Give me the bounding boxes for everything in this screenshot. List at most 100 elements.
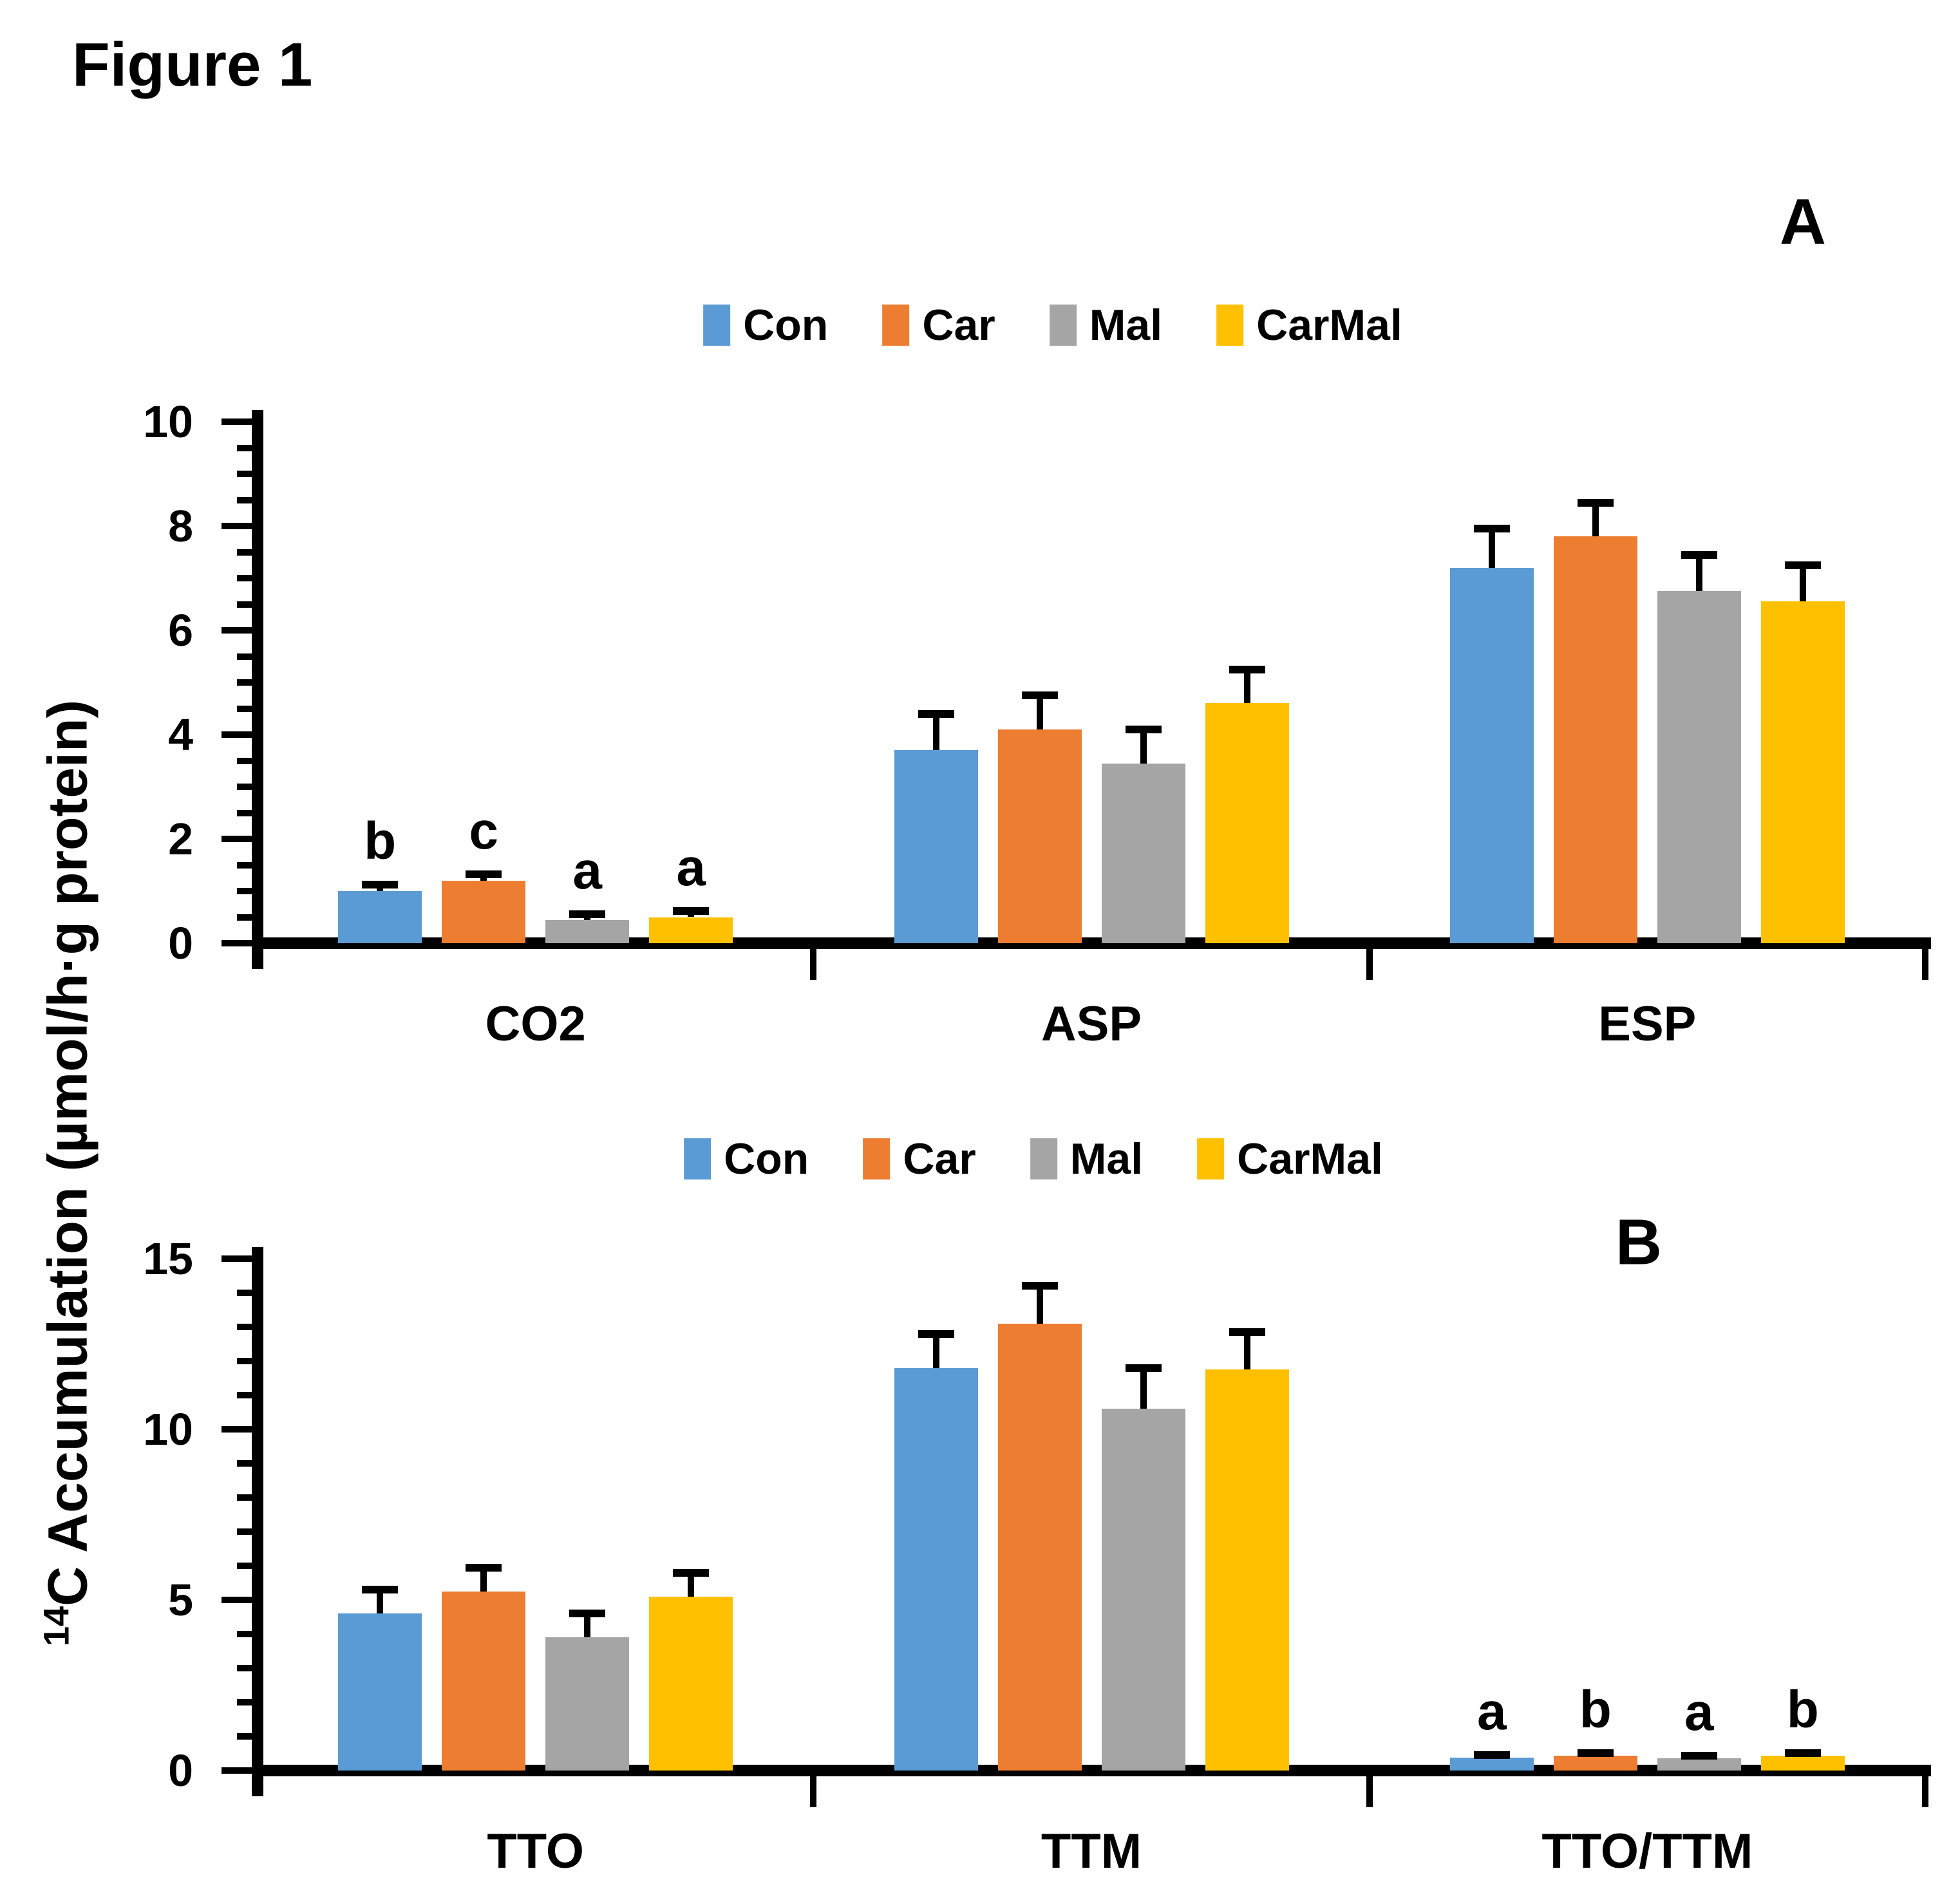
category-label-esp: ESP xyxy=(1598,997,1697,1051)
bar-mal-ttm xyxy=(1101,1409,1185,1771)
error-bar-line xyxy=(1592,502,1599,537)
error-bar-cap xyxy=(673,907,710,915)
y-tick-major xyxy=(221,731,258,738)
significance-letter: c xyxy=(469,802,498,861)
legend-panel-a: Con Car Mal CarMal xyxy=(703,300,1402,350)
error-bar-cap xyxy=(1577,498,1614,507)
error-bar-line xyxy=(1799,565,1806,602)
legend-item-car: Car xyxy=(882,300,995,350)
error-bar-cap xyxy=(1473,1751,1510,1760)
y-tick-major xyxy=(221,1767,258,1774)
y-tick-label: 4 xyxy=(168,709,193,760)
category-label-ttm: TTM xyxy=(1041,1824,1142,1879)
error-bar-cap xyxy=(569,1610,606,1618)
error-bar-line xyxy=(584,1613,591,1638)
legend-label-carmal: CarMal xyxy=(1237,1134,1383,1183)
y-tick-minor xyxy=(237,1563,258,1569)
bar-con-co2 xyxy=(338,891,422,943)
y-tick-minor xyxy=(237,861,258,869)
legend-label-carmal: CarMal xyxy=(1256,301,1402,350)
bar-carmal-ttm xyxy=(1205,1369,1289,1771)
legend-label-car: Car xyxy=(922,301,995,350)
bar-con-tto xyxy=(338,1613,422,1771)
y-tick-minor xyxy=(237,888,258,894)
category-boundary-tick xyxy=(1922,949,1928,980)
error-bar-cap xyxy=(673,1568,710,1577)
bar-con-ttm xyxy=(894,1367,978,1771)
legend-label-car: Car xyxy=(903,1134,976,1183)
bar-car-tto-ttm xyxy=(1553,1756,1637,1771)
bar-car-tto xyxy=(442,1591,526,1771)
category-label-tto-ttm: TTO/TTM xyxy=(1541,1824,1753,1879)
bar-mal-esp xyxy=(1657,591,1741,943)
bar-car-asp xyxy=(997,729,1082,943)
error-bar-line xyxy=(932,1333,939,1368)
error-bar-line xyxy=(377,1590,384,1614)
legend-swatch-con xyxy=(703,305,731,346)
legend-label-con: Con xyxy=(724,1134,809,1183)
bar-mal-tto-ttm xyxy=(1657,1758,1741,1771)
error-bar-cap xyxy=(918,709,954,718)
significance-letter: a xyxy=(572,841,602,901)
y-tick-minor xyxy=(237,549,258,556)
y-tick-minor xyxy=(237,601,258,608)
y-tick-minor xyxy=(237,809,258,816)
error-bar-cap xyxy=(1577,1749,1614,1757)
error-bar-line xyxy=(1036,1286,1043,1324)
error-bar-cap xyxy=(1473,525,1510,533)
y-tick-minor xyxy=(237,1665,258,1671)
error-bar-cap xyxy=(1229,665,1265,673)
y-tick-minor xyxy=(237,471,258,477)
error-bar-cap xyxy=(1125,725,1162,733)
y-tick-minor xyxy=(237,1494,258,1501)
error-bar-line xyxy=(1488,529,1495,568)
legend-label-mal: Mal xyxy=(1089,301,1163,350)
legend-item-mal: Mal xyxy=(1049,300,1163,350)
error-bar-cap xyxy=(1784,561,1821,569)
legend-swatch-mal xyxy=(1049,305,1077,346)
bar-con-asp xyxy=(894,750,978,943)
y-tick-major xyxy=(221,418,258,425)
significance-letter: b xyxy=(364,812,397,871)
panel-b-label: B xyxy=(1615,1206,1663,1279)
legend-item-con: Con xyxy=(684,1134,809,1184)
error-bar-cap xyxy=(466,870,502,879)
error-bar-cap xyxy=(569,910,606,919)
category-boundary-tick xyxy=(1366,949,1373,980)
bar-mal-tto xyxy=(545,1637,630,1771)
y-tick-major xyxy=(221,523,258,529)
legend-swatch-carmal xyxy=(1197,1138,1225,1179)
y-tick-minor xyxy=(237,496,258,503)
bar-carmal-esp xyxy=(1760,601,1845,943)
error-bar-cap xyxy=(362,1586,399,1594)
error-bar-line xyxy=(932,713,939,751)
legend-label-mal: Mal xyxy=(1070,1134,1144,1183)
significance-letter: b xyxy=(1579,1680,1612,1739)
error-bar-cap xyxy=(918,1330,954,1338)
y-tick-major xyxy=(221,627,258,634)
legend-item-mal: Mal xyxy=(1030,1134,1143,1184)
category-boundary-tick xyxy=(1922,1776,1928,1807)
y-tick-label: 10 xyxy=(143,397,193,447)
bar-con-esp xyxy=(1449,567,1534,943)
y-tick-label: 0 xyxy=(168,918,193,968)
legend-item-con: Con xyxy=(703,300,828,350)
bar-mal-asp xyxy=(1101,763,1185,943)
y-tick-label: 15 xyxy=(143,1234,193,1284)
category-boundary-tick xyxy=(810,1776,817,1807)
bar-carmal-asp xyxy=(1205,703,1289,943)
legend-swatch-con xyxy=(684,1138,711,1179)
bar-carmal-co2 xyxy=(649,917,733,943)
y-tick-major xyxy=(221,1597,258,1603)
significance-letter: b xyxy=(1786,1680,1819,1739)
y-tick-minor xyxy=(237,705,258,712)
error-bar-line xyxy=(1140,1367,1147,1409)
y-tick-major xyxy=(221,1426,258,1433)
error-bar-cap xyxy=(1125,1364,1162,1372)
error-bar-cap xyxy=(1021,691,1058,700)
error-bar-line xyxy=(1695,554,1702,592)
y-tick-label: 10 xyxy=(143,1404,193,1454)
error-bar-cap xyxy=(1681,550,1717,559)
legend-label-con: Con xyxy=(743,301,829,350)
